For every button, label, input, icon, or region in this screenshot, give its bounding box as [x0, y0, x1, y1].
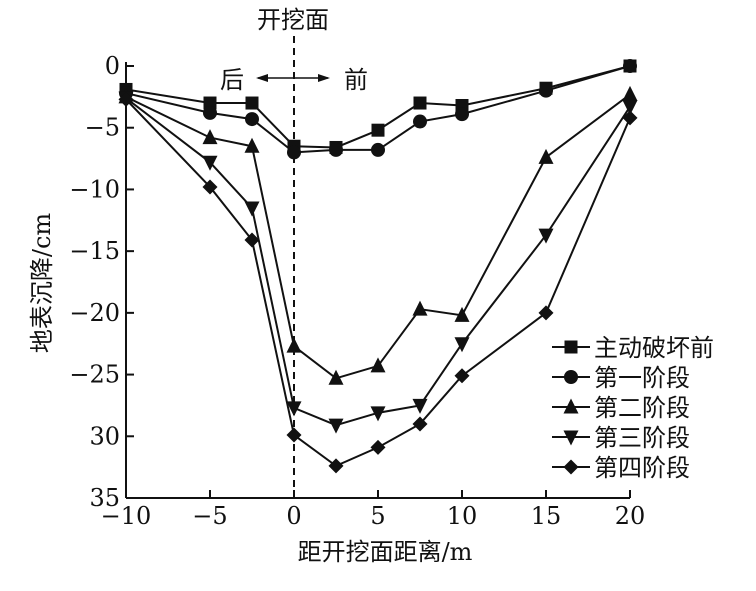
marker-triangle-down: [538, 228, 554, 244]
marker-triangle-down: [244, 201, 260, 217]
x-tick-label: 15: [531, 502, 562, 530]
marker-diamond: [370, 439, 386, 455]
marker-diamond: [118, 91, 134, 107]
series-0: [119, 59, 637, 154]
legend-item: 第一阶段: [552, 364, 690, 392]
series-line: [125, 65, 631, 149]
legend-label: 第四阶段: [594, 454, 690, 482]
marker-circle: [623, 59, 637, 73]
marker-diamond: [286, 427, 302, 443]
marker-triangle-down: [328, 418, 344, 434]
marker-triangle-down: [622, 100, 638, 116]
x-tick-label: 5: [370, 502, 385, 530]
marker-triangle-down: [286, 401, 302, 417]
marker-diamond: [538, 305, 554, 321]
marker-diamond: [328, 458, 344, 474]
arrow-right-icon: [318, 74, 330, 82]
marker-square: [371, 123, 385, 137]
marker-circle: [203, 105, 217, 120]
series-3: [118, 91, 638, 434]
y-tick-label: −5: [85, 114, 120, 142]
marker-triangle-up: [328, 369, 344, 385]
marker-circle: [371, 142, 385, 157]
y-tick-label: 30: [89, 422, 120, 450]
series-line: [125, 65, 631, 154]
marker-triangle-up: [454, 306, 470, 322]
y-tick-label: −20: [69, 299, 120, 327]
marker-circle: [564, 370, 578, 384]
y-tick-label: −25: [69, 361, 120, 389]
marker-square: [203, 96, 217, 110]
marker-diamond: [622, 110, 638, 126]
y-tick-label: −15: [69, 237, 120, 265]
marker-diamond: [412, 416, 428, 432]
x-tick-label: 0: [286, 502, 301, 530]
legend-label: 第一阶段: [594, 364, 690, 392]
y-axis-label: 地表沉降/cm: [28, 213, 56, 354]
marker-triangle-up: [286, 337, 302, 353]
marker-triangle-up: [538, 148, 554, 164]
marker-diamond: [563, 459, 579, 475]
marker-triangle-down: [412, 398, 428, 414]
legend-item: 第三阶段: [552, 424, 690, 452]
marker-diamond: [454, 368, 470, 384]
marker-triangle-down: [454, 337, 470, 353]
series-4: [118, 91, 638, 474]
marker-circle: [329, 142, 343, 157]
marker-diamond: [202, 179, 218, 195]
legend-item: 第四阶段: [552, 454, 690, 482]
y-tick-label: −10: [69, 175, 120, 203]
legend-item: 主动破坏前: [552, 334, 714, 362]
y-tick-label: 0: [105, 52, 120, 80]
axes: −10 −5 0 5 10 15 20 0 −5 −10 −15 −20 −25 30 35: [69, 36, 645, 530]
marker-triangle-down: [202, 155, 218, 171]
marker-square: [564, 340, 578, 354]
marker-circle: [245, 112, 259, 127]
marker-circle: [287, 145, 301, 160]
marker-triangle-up: [622, 85, 638, 101]
series-1: [119, 59, 637, 160]
marker-triangle-up: [563, 398, 579, 414]
x-tick-label: −5: [192, 502, 227, 530]
marker-circle: [539, 83, 553, 98]
legend-label: 第二阶段: [594, 394, 690, 422]
legend-label: 第三阶段: [594, 424, 690, 452]
annotation-front: 前: [344, 66, 368, 94]
legend-label: 主动破坏前: [594, 334, 714, 362]
marker-square: [245, 96, 259, 110]
marker-square: [413, 96, 427, 110]
x-tick-label: 10: [447, 502, 478, 530]
marker-triangle-down: [563, 430, 579, 446]
annotation-face: 开挖面: [257, 6, 329, 34]
y-tick-label: 35: [89, 484, 120, 512]
series-group: [118, 59, 638, 474]
x-axis-label: 距开挖面距离/m: [298, 538, 473, 566]
x-tick-label: −10: [101, 502, 152, 530]
marker-triangle-up: [202, 129, 218, 145]
marker-triangle-up: [370, 357, 386, 373]
annotation-back: 后: [220, 66, 244, 94]
series-2: [118, 85, 638, 385]
marker-triangle-up: [244, 137, 260, 153]
arrow-left-icon: [256, 74, 268, 82]
legend-item: 第二阶段: [552, 394, 690, 422]
marker-circle: [413, 114, 427, 129]
x-tick-label: 20: [615, 502, 646, 530]
marker-diamond: [244, 232, 260, 248]
series-line: [125, 93, 631, 380]
marker-triangle-up: [412, 300, 428, 316]
series-line: [125, 97, 631, 427]
marker-triangle-down: [370, 406, 386, 422]
series-line: [125, 98, 631, 468]
marker-circle: [455, 107, 469, 122]
